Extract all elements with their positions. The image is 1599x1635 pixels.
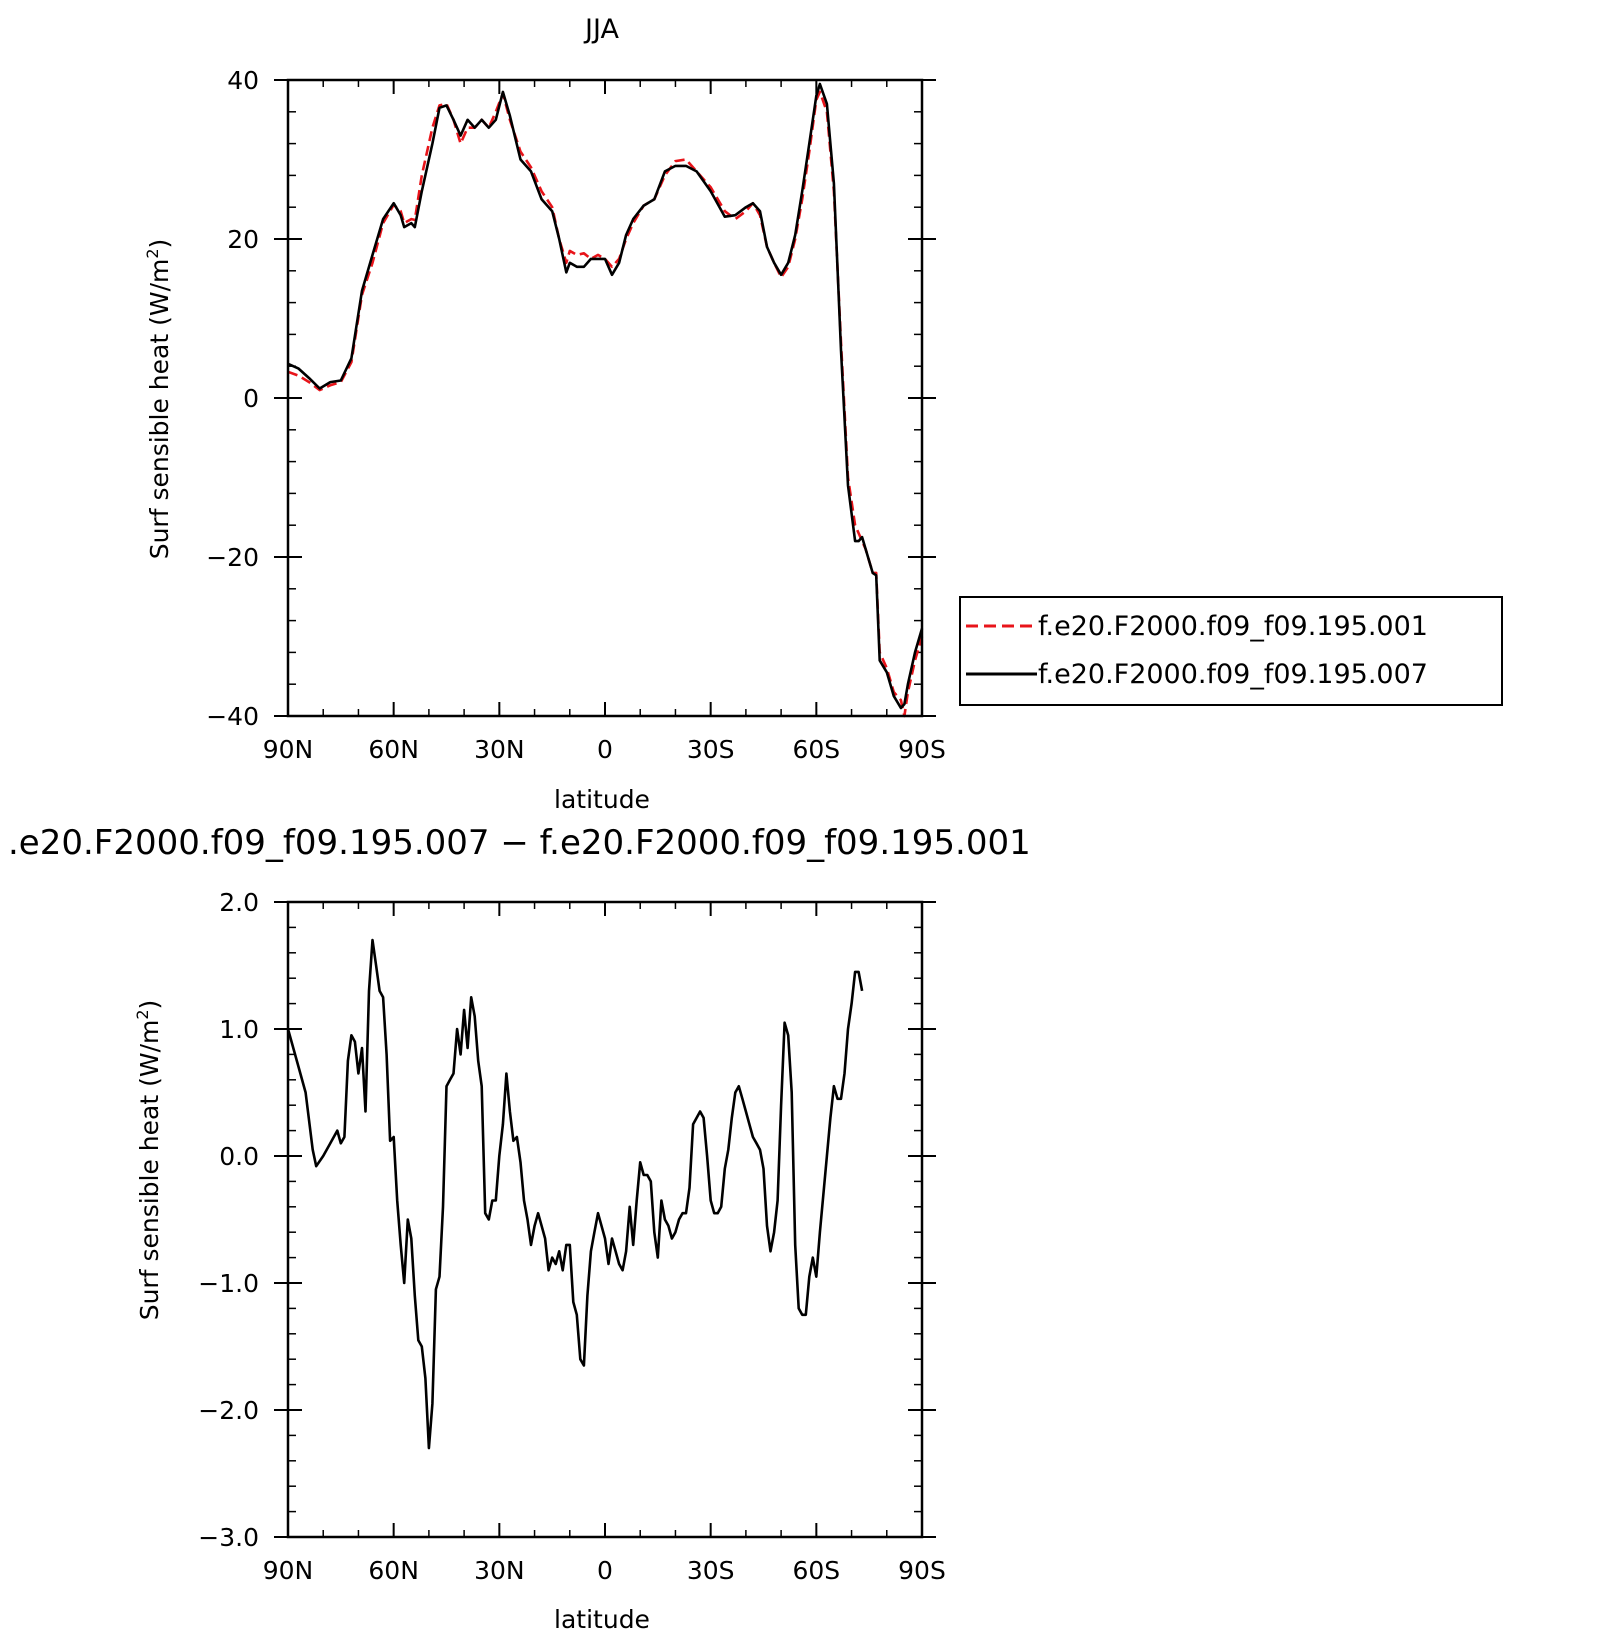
chart-title: .e20.F2000.f09_f09.195.007 − f.e20.F2000…	[8, 823, 1031, 863]
x-tick-label: 60N	[368, 735, 419, 764]
y-tick-label: −40	[206, 702, 259, 731]
series-line-0	[287, 90, 924, 718]
x-tick-label: 0	[597, 1556, 613, 1585]
plot-frame	[286, 78, 924, 718]
x-tick-label: 90S	[898, 735, 946, 764]
y-axis-label: Surf sensible heat (W/m2)	[143, 239, 174, 560]
y-tick-label: 40	[227, 66, 259, 95]
y-tick-label: 1.0	[219, 1015, 259, 1044]
plot-area: 90N 60N 30N 0 30S 60S 90S −40 −20 0 20 40	[206, 66, 946, 764]
x-tick-label: 90N	[263, 735, 314, 764]
y-tick-label: −20	[206, 543, 259, 572]
x-tick-label: 30S	[687, 1556, 735, 1585]
x-tick-label: 60N	[368, 1556, 419, 1585]
chart-title: JJA	[583, 14, 619, 45]
x-tick-label: 90S	[898, 1556, 946, 1585]
legend-label-001: f.e20.F2000.f09_f09.195.001	[1038, 611, 1428, 642]
chart-bottom-difference: .e20.F2000.f09_f09.195.007 − f.e20.F2000…	[8, 823, 1031, 1634]
y-tick-label: −3.0	[198, 1523, 259, 1552]
x-tick-label: 90N	[263, 1556, 314, 1585]
x-tick-label: 60S	[792, 1556, 840, 1585]
legend: f.e20.F2000.f09_f09.195.001 f.e20.F2000.…	[959, 596, 1503, 706]
plot-frame	[286, 900, 924, 1539]
x-tick-label: 30N	[474, 1556, 525, 1585]
x-tick-label: 30S	[687, 735, 735, 764]
series-line-0	[286, 938, 864, 1450]
y-tick-label: 20	[227, 225, 259, 254]
y-tick-label: −1.0	[198, 1269, 259, 1298]
chart-top-jja: JJA Surf sensible heat (W/m2) latitude 9…	[143, 14, 946, 814]
x-tick-label: 30N	[474, 735, 525, 764]
x-axis-label: latitude	[554, 785, 650, 814]
y-axis-label: Surf sensible heat (W/m2)	[133, 1000, 164, 1321]
x-tick-label: 60S	[792, 735, 840, 764]
x-tick-label: 0	[597, 735, 613, 764]
y-tick-label: 0	[243, 384, 259, 413]
x-axis-label: latitude	[554, 1605, 650, 1634]
series-line-1	[287, 82, 924, 710]
plot-area: 90N 60N 30N 0 30S 60S 90S −3.0 −2.0 −1.0 0.0 1.0 2.0	[198, 888, 946, 1585]
y-tick-label: 0.0	[219, 1142, 259, 1171]
legend-box	[959, 596, 1503, 706]
y-tick-label: −2.0	[198, 1396, 259, 1425]
y-tick-label: 2.0	[219, 888, 259, 917]
legend-label-007: f.e20.F2000.f09_f09.195.007	[1038, 659, 1428, 690]
